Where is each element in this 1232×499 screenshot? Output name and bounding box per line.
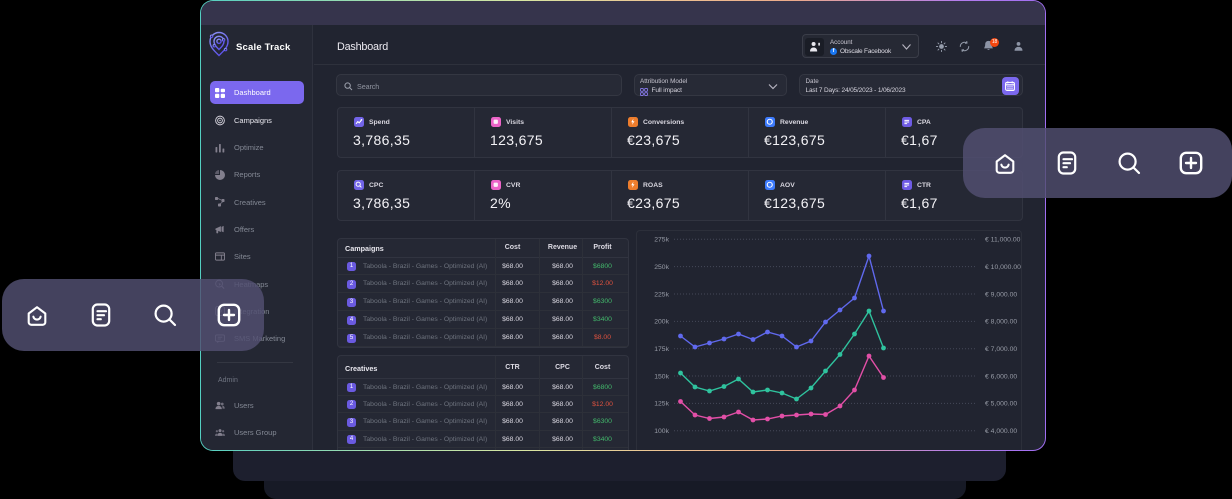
svg-text:€ 5,000.00: € 5,000.00 (985, 401, 1017, 408)
svg-text:€ 6,000.00: € 6,000.00 (985, 373, 1017, 380)
svg-text:€ 4,000.00: € 4,000.00 (985, 428, 1017, 435)
svg-text:100k: 100k (654, 428, 669, 435)
svg-text:€ 7,000.00: € 7,000.00 (985, 346, 1017, 353)
svg-text:225k: 225k (654, 291, 669, 298)
svg-text:€ 11,000.00: € 11,000.00 (985, 237, 1021, 244)
svg-text:175k: 175k (654, 346, 669, 353)
svg-text:150k: 150k (654, 373, 669, 380)
svg-text:200k: 200k (654, 319, 669, 326)
svg-text:€ 10,000.00: € 10,000.00 (985, 264, 1021, 271)
svg-text:125k: 125k (654, 401, 669, 408)
svg-text:€ 8,000.00: € 8,000.00 (985, 319, 1017, 326)
svg-text:250k: 250k (654, 264, 669, 271)
svg-text:275k: 275k (654, 237, 669, 244)
svg-text:€ 9,000.00: € 9,000.00 (985, 291, 1017, 298)
